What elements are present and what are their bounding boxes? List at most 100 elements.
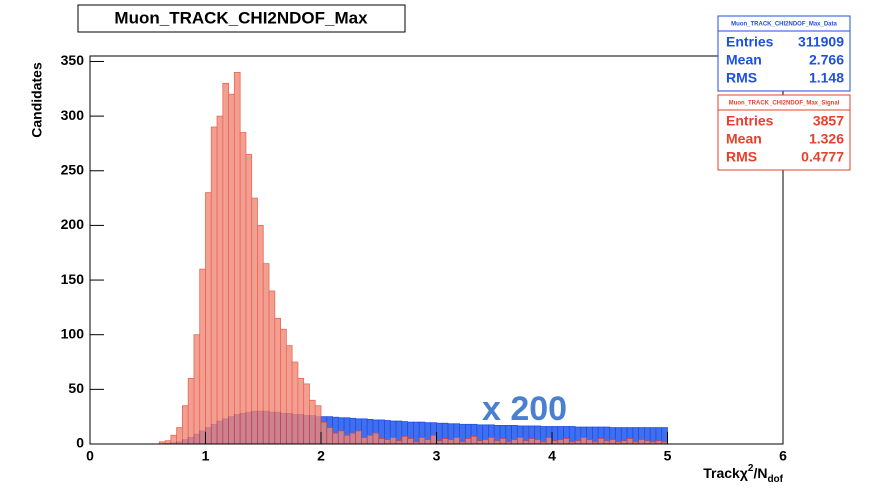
bar bbox=[170, 434, 178, 445]
bar bbox=[580, 437, 588, 445]
y-tick-label: 350 bbox=[61, 52, 85, 68]
bar bbox=[401, 435, 409, 445]
bar bbox=[430, 434, 437, 445]
x-tick-label: 3 bbox=[433, 448, 441, 464]
bar bbox=[511, 439, 518, 445]
bar bbox=[540, 426, 547, 445]
plot-border bbox=[89, 55, 784, 445]
bar bbox=[609, 439, 616, 445]
y-tick-label: 300 bbox=[61, 107, 85, 123]
stats-value: 3857 bbox=[813, 113, 844, 129]
bar bbox=[239, 132, 247, 445]
bar bbox=[378, 438, 385, 445]
stats-label: RMS bbox=[726, 149, 757, 165]
bar bbox=[557, 439, 564, 445]
bar bbox=[568, 426, 576, 445]
x-axis-label: Trackχ2/Ndof bbox=[703, 463, 783, 485]
bar bbox=[216, 115, 224, 445]
stats-title: Muon_TRACK_CHI2NDOF_Max_Data bbox=[731, 22, 837, 28]
y-tick-label: 250 bbox=[61, 161, 85, 177]
bar bbox=[303, 383, 310, 445]
bar bbox=[488, 437, 495, 445]
stats-value: 1.148 bbox=[809, 70, 844, 86]
bar bbox=[349, 432, 357, 445]
bar bbox=[309, 399, 316, 445]
bar bbox=[389, 437, 397, 445]
bar bbox=[343, 434, 351, 445]
bar bbox=[274, 317, 281, 445]
bar bbox=[205, 192, 212, 445]
bar bbox=[257, 225, 264, 445]
series bbox=[158, 71, 668, 445]
bar bbox=[464, 438, 472, 445]
y-tick-label: 150 bbox=[61, 271, 85, 287]
bar bbox=[424, 439, 432, 445]
bar bbox=[297, 378, 305, 445]
bar bbox=[181, 405, 189, 445]
bar bbox=[268, 290, 276, 445]
bar bbox=[418, 437, 426, 445]
bar bbox=[412, 421, 420, 445]
bar bbox=[453, 437, 461, 445]
title-box bbox=[77, 4, 406, 33]
chart-title: Muon_TRACK_CHI2NDOF_Max bbox=[114, 8, 368, 27]
bar bbox=[280, 328, 287, 445]
bar bbox=[262, 263, 270, 445]
stats-value: 311909 bbox=[798, 34, 844, 50]
y-tick-label: 200 bbox=[61, 216, 85, 232]
bar bbox=[199, 268, 206, 445]
bar bbox=[361, 437, 368, 445]
bar bbox=[222, 82, 229, 445]
stats-box bbox=[717, 94, 851, 171]
bar bbox=[563, 438, 570, 445]
y-axis-label: Candidates bbox=[29, 62, 45, 138]
bar bbox=[210, 126, 218, 445]
bar bbox=[176, 427, 183, 445]
stats-label: RMS bbox=[726, 70, 757, 86]
bar bbox=[528, 438, 536, 445]
bar bbox=[355, 430, 362, 445]
stats-value: 1.326 bbox=[809, 131, 844, 147]
bar bbox=[366, 434, 374, 445]
bar bbox=[545, 437, 553, 445]
bar bbox=[228, 93, 235, 445]
stats-label: Entries bbox=[726, 34, 774, 50]
bar bbox=[499, 438, 507, 445]
bar bbox=[505, 425, 512, 445]
stats-title: Muon_TRACK_CHI2NDOF_Max_Signal bbox=[729, 101, 840, 107]
bar bbox=[407, 438, 414, 445]
bar bbox=[447, 439, 455, 445]
x-tick-label: 5 bbox=[664, 448, 672, 464]
y-tick-label: 100 bbox=[61, 325, 85, 341]
bar bbox=[459, 423, 466, 445]
bar bbox=[626, 438, 634, 445]
x-tick-label: 1 bbox=[202, 448, 210, 464]
bar bbox=[597, 438, 605, 445]
stats-label: Entries bbox=[726, 113, 774, 129]
bar bbox=[332, 432, 339, 445]
x-tick-label: 6 bbox=[779, 448, 787, 464]
x-tick-label: 2 bbox=[317, 448, 325, 464]
bar bbox=[516, 437, 524, 445]
stats-label: Mean bbox=[726, 52, 762, 68]
bar bbox=[233, 71, 241, 445]
stats-label: Mean bbox=[726, 131, 762, 147]
x-tick-label: 0 bbox=[86, 448, 94, 464]
y-tick-label: 50 bbox=[68, 380, 84, 396]
bar bbox=[326, 427, 333, 445]
bar bbox=[251, 197, 258, 445]
stats-value: 0.4777 bbox=[801, 149, 844, 165]
bar bbox=[193, 334, 201, 445]
bar bbox=[314, 405, 322, 445]
y-tick-label: 0 bbox=[76, 435, 84, 451]
x-tick-label: 4 bbox=[548, 448, 556, 464]
stats-value: 2.766 bbox=[809, 52, 844, 68]
bar bbox=[638, 439, 645, 445]
bar bbox=[372, 432, 380, 445]
bar bbox=[586, 439, 593, 445]
bar bbox=[285, 345, 293, 445]
bar bbox=[470, 435, 478, 445]
bar bbox=[337, 430, 345, 445]
bar bbox=[320, 421, 328, 445]
